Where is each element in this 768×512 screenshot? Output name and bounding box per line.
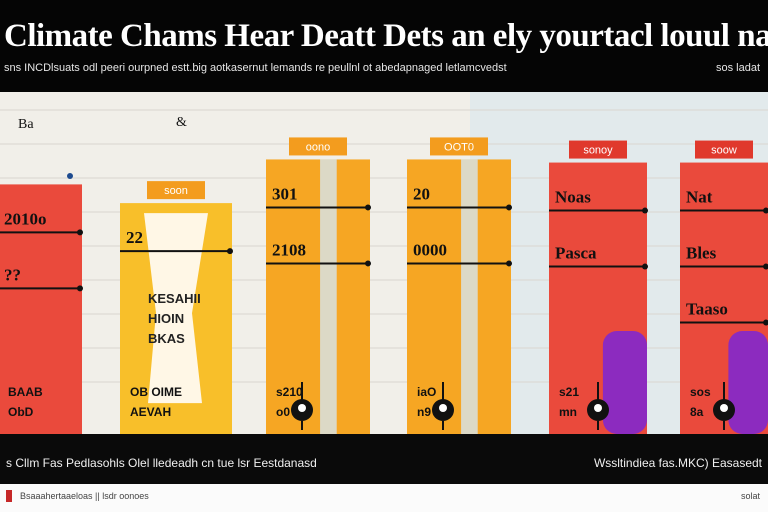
label-marker-dot	[506, 260, 512, 267]
bar-highlight	[461, 159, 478, 434]
inner-label: BKAS	[148, 331, 185, 346]
bottom-label: n9	[417, 405, 431, 419]
label-marker-dot	[763, 319, 768, 326]
label-marker-dot	[227, 248, 233, 255]
inner-label: HIOIN	[148, 311, 184, 326]
bottom-label: 8a	[690, 405, 704, 419]
bottom-label: OB OIME	[130, 385, 182, 399]
bar-top-tag-label: sonoy	[583, 145, 613, 157]
chart-title: Climate Chams Hear Deatt Dets an ely you…	[4, 18, 768, 54]
bar-top-tag-label: soon	[164, 185, 188, 197]
pin-head-core	[720, 404, 728, 412]
bar	[266, 159, 370, 434]
bottom-bar-note: solat	[740, 491, 760, 501]
source-note: s Cllm Fas Pedlasohls Olel lledeadh cn t…	[6, 456, 317, 470]
inner-label: KESAHII	[148, 291, 201, 306]
data-label: Noas	[555, 188, 591, 207]
pin-head-core	[594, 404, 602, 412]
corner-label: &	[176, 115, 187, 130]
header-note: sos ladat	[715, 62, 760, 74]
label-marker-dot	[763, 207, 768, 214]
bar-top-tag-label: OOT0	[444, 141, 474, 153]
bar-chart: Ba & 2010o?? BAAB ObD soon 22 KESAHII HIOIN BKAS O…	[0, 92, 768, 434]
bottom-label: o0	[276, 405, 290, 419]
pin-head-core	[298, 404, 306, 412]
bar-inner-panel	[144, 213, 208, 404]
data-label: Pasca	[555, 244, 597, 263]
brand-mark	[6, 490, 12, 502]
data-label: ??	[4, 265, 21, 284]
bottom-label: s21	[559, 385, 579, 399]
chart-footer: s Cllm Fas Pedlasohls Olel lledeadh cn t…	[0, 434, 768, 484]
label-marker-dot	[365, 260, 371, 267]
bottom-label: iaO	[417, 385, 436, 399]
bottom-label: mn	[559, 405, 577, 419]
pin-head-core	[439, 404, 447, 412]
credit-note: Wssltindiea fas.MKC) Easasedt	[593, 456, 762, 470]
bar-highlight	[320, 159, 337, 434]
data-label: 2108	[272, 240, 306, 259]
bottom-label: ObD	[8, 405, 34, 419]
corner-label: Ba	[18, 117, 34, 132]
bar-top-tag-label: soow	[711, 145, 737, 157]
data-label: 301	[272, 184, 298, 203]
series-marker	[67, 173, 73, 179]
bottom-bar: Bsaaahertaaeloas || lsdr oonoes solat	[0, 484, 768, 512]
data-label: Nat	[686, 188, 713, 207]
label-marker-dot	[642, 207, 648, 214]
chart-header: Climate Chams Hear Deatt Dets an ely you…	[0, 0, 768, 92]
label-marker-dot	[763, 263, 768, 270]
bottom-label: AEVAH	[130, 405, 171, 419]
label-marker-dot	[77, 285, 83, 292]
bar	[0, 184, 82, 434]
label-marker-dot	[506, 204, 512, 211]
bar-top-tag	[569, 140, 627, 159]
plot-area: Ba & 2010o?? BAAB ObD soon 22 KESAHII HIOIN BKAS O…	[0, 92, 768, 434]
label-marker-dot	[365, 204, 371, 211]
label-marker-dot	[77, 229, 83, 236]
data-label: Taaso	[686, 300, 728, 319]
label-marker-dot	[642, 263, 648, 270]
data-label: 20	[413, 184, 430, 203]
bottom-label: s210	[276, 385, 303, 399]
bottom-label: BAAB	[8, 385, 43, 399]
bottom-bar-text: Bsaaahertaaeloas || lsdr oonoes	[20, 491, 149, 501]
chart-subtitle: sns INCDlsuats odl peeri ourpned estt.bi…	[4, 62, 507, 74]
data-label: 0000	[413, 240, 447, 259]
bar-accent-segment	[728, 331, 768, 434]
bar-accent-segment	[602, 331, 647, 434]
data-label: 22	[126, 228, 143, 247]
bar-top-tag	[147, 181, 205, 200]
data-label: 2010o	[4, 209, 47, 228]
data-label: Bles	[686, 244, 717, 263]
bar-top-tag	[430, 137, 488, 156]
bar-top-tag	[289, 137, 347, 156]
bottom-label: sos	[690, 385, 711, 399]
bar-top-tag-label: oono	[306, 141, 330, 153]
bar-top-tag	[695, 140, 753, 159]
bar	[407, 159, 511, 434]
